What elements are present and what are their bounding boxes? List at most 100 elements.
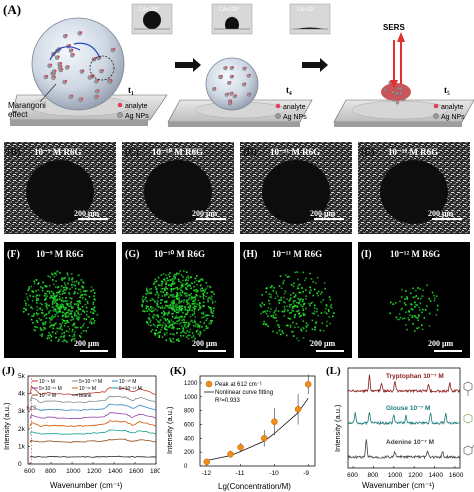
map-pixel <box>190 298 193 301</box>
analyte-molecule <box>229 81 232 84</box>
map-pixel <box>211 291 214 294</box>
map-pixel <box>315 321 318 323</box>
map-pixel <box>83 317 86 320</box>
map-pixel <box>73 323 76 326</box>
map-pixel <box>165 280 167 283</box>
droplet-1 <box>31 17 125 111</box>
map-pixel <box>305 298 307 300</box>
map-pixel <box>293 305 296 308</box>
map-pixel <box>180 286 183 288</box>
map-pixel <box>415 304 417 306</box>
map-pixel <box>172 303 174 306</box>
map-pixel <box>32 321 34 324</box>
map-pixel <box>166 314 169 316</box>
map-pixel <box>196 303 198 306</box>
map-pixel <box>93 298 96 300</box>
map-pixel <box>32 315 35 317</box>
map-pixel <box>175 339 178 341</box>
map-pixel <box>66 304 69 306</box>
map-pixel <box>181 305 184 308</box>
map-pixel <box>70 306 73 308</box>
map-pixel <box>154 308 157 311</box>
map-pixel <box>175 273 178 276</box>
map-pixel <box>280 299 283 302</box>
panel-label: (I) <box>361 249 372 260</box>
map-pixel <box>56 270 59 273</box>
scale-label: 200 μm <box>74 209 100 218</box>
map-pixel <box>44 302 47 305</box>
scale-bar <box>316 350 344 352</box>
map-pixel <box>316 292 318 295</box>
map-pixel <box>163 317 166 320</box>
analyte-molecule <box>68 44 72 47</box>
map-pixel <box>189 320 192 323</box>
map-pixel <box>168 305 170 307</box>
map-pixel <box>79 300 81 303</box>
map-pixel <box>87 302 89 305</box>
k-legend-points: Peak at 612 cm⁻¹ <box>215 382 262 388</box>
map-pixel <box>152 283 155 285</box>
map-pixel <box>90 322 93 325</box>
map-pixel <box>270 296 273 299</box>
map-pixel <box>308 302 310 305</box>
map-pixel <box>211 315 214 317</box>
legend-entry: 10⁻¹¹ M <box>79 386 96 392</box>
map-pixel <box>270 293 272 296</box>
map-pixel <box>168 310 171 313</box>
map-pixel <box>406 297 409 300</box>
map-pixel <box>38 307 40 310</box>
map-pixel <box>283 315 285 317</box>
map-pixel <box>62 305 64 308</box>
map-pixel <box>153 314 156 316</box>
y-tick-label: 5k <box>18 373 26 380</box>
map-pixel <box>293 296 296 298</box>
raman-map-image <box>358 242 470 358</box>
map-pixel <box>192 324 195 327</box>
map-pixel <box>400 308 402 311</box>
spectrum-series <box>29 429 157 435</box>
map-pixel <box>90 290 92 293</box>
laser-in-head <box>390 80 398 88</box>
molecule-structure-3 <box>463 444 474 456</box>
map-pixel <box>309 339 311 342</box>
map-pixel <box>170 327 173 329</box>
map-pixel <box>51 279 54 281</box>
map-pixel <box>194 323 197 325</box>
map-pixel <box>206 292 209 294</box>
map-pixel <box>154 334 157 336</box>
map-pixel <box>62 292 65 295</box>
map-pixel <box>65 288 67 291</box>
map-pixel <box>389 301 392 304</box>
map-pixel <box>405 311 407 314</box>
map-pixel <box>180 305 183 307</box>
map-pixel <box>177 311 180 314</box>
map-pixel <box>188 309 191 312</box>
map-pixel <box>32 328 35 331</box>
map-pixel <box>165 301 168 303</box>
map-pixel <box>80 313 83 316</box>
map-pixel <box>406 296 408 298</box>
map-pixel <box>56 312 58 315</box>
map-pixel <box>71 277 74 280</box>
map-pixel <box>420 324 423 327</box>
map-pixel <box>156 326 159 329</box>
map-pixel <box>45 313 47 316</box>
map-pixel <box>150 306 152 308</box>
map-pixel <box>182 329 185 331</box>
analyte-molecule <box>403 98 406 100</box>
map-pixel <box>65 287 68 289</box>
map-pixel <box>180 325 183 327</box>
map-pixel <box>159 323 162 326</box>
map-pixel <box>202 311 205 314</box>
analyte-molecule <box>82 69 85 72</box>
map-pixel <box>42 329 45 331</box>
map-pixel <box>316 310 318 313</box>
map-pixel <box>170 319 173 322</box>
map-pixel <box>54 310 57 312</box>
map-pixel <box>165 286 167 288</box>
map-pixel <box>295 305 297 307</box>
map-pixel <box>399 300 401 303</box>
map-pixel <box>284 290 287 293</box>
map-pixel <box>54 308 57 311</box>
